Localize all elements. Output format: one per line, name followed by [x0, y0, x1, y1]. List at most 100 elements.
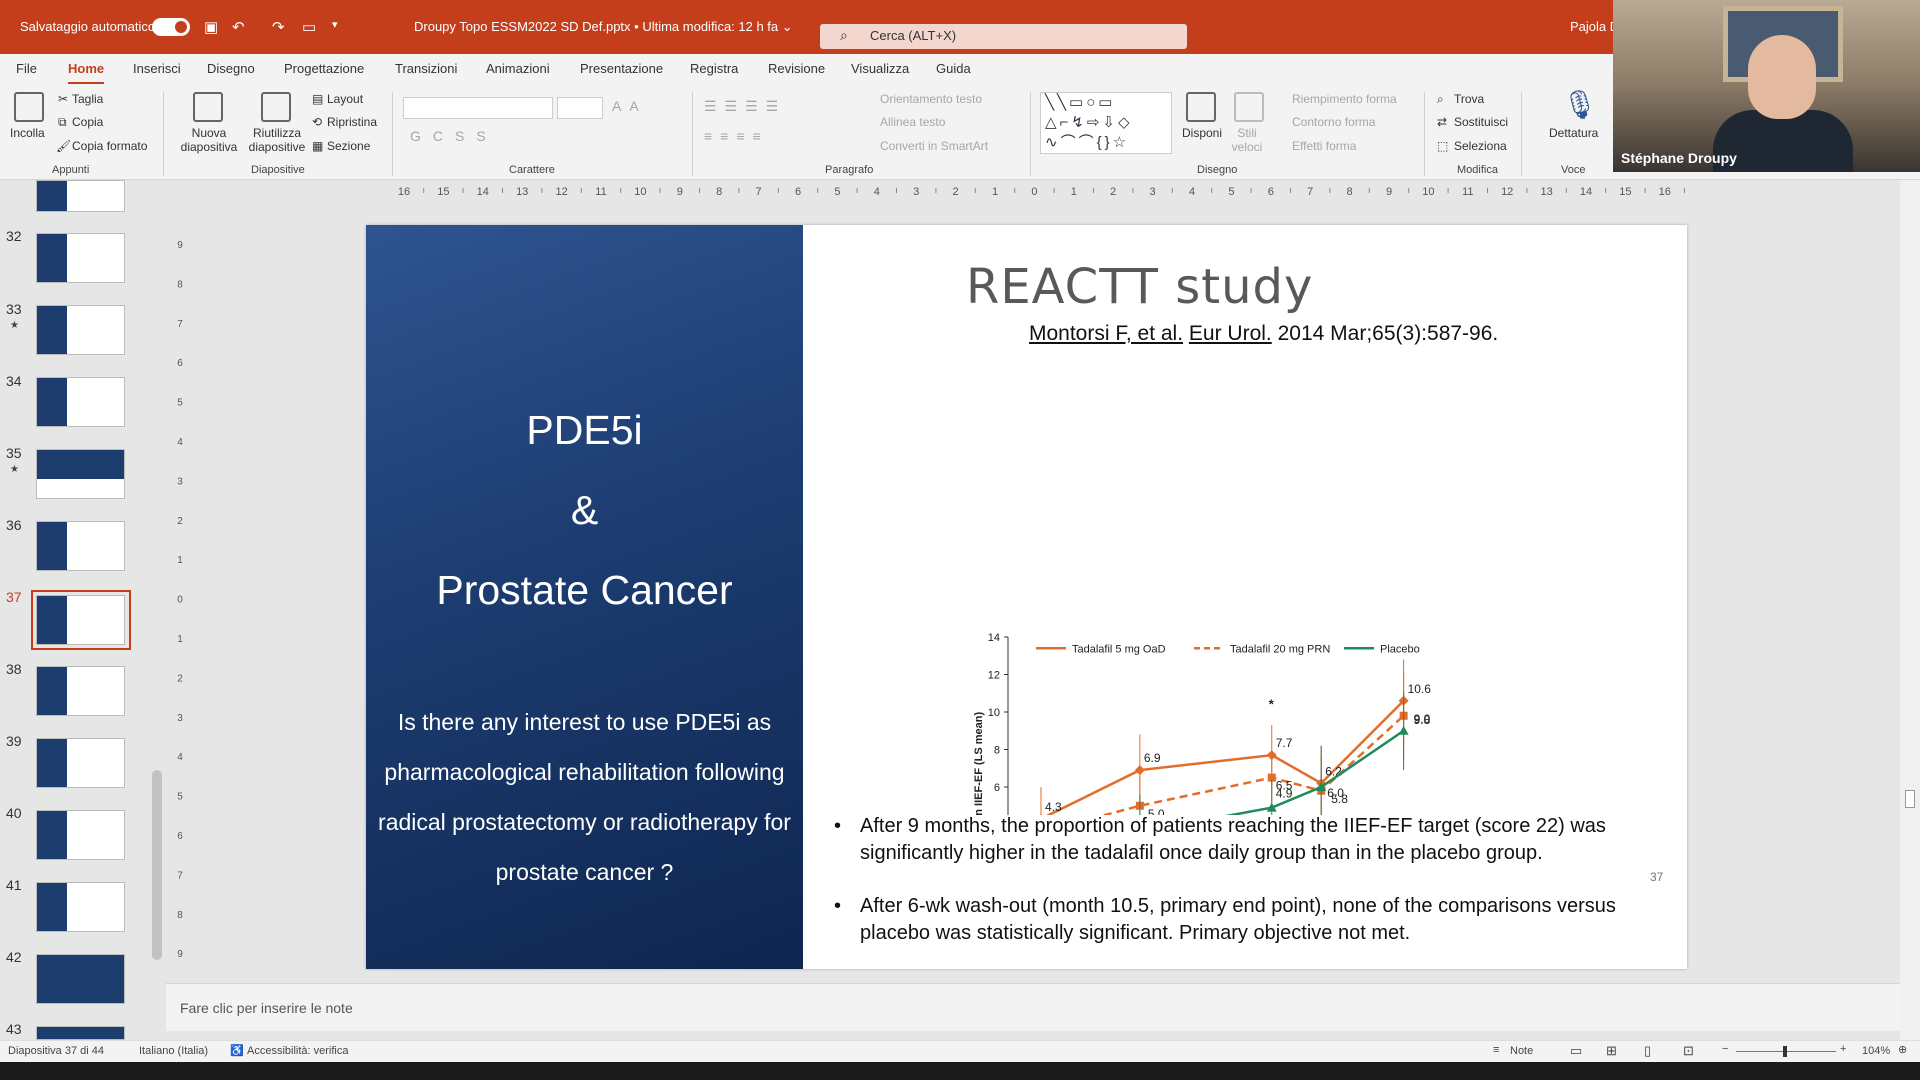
reuse-slides-button[interactable]: Riutilizza diapositive	[248, 126, 306, 154]
format-painter-button[interactable]: Copia formato	[72, 139, 148, 153]
normal-view-icon[interactable]: ▭	[1570, 1043, 1583, 1058]
cut-button[interactable]: Taglia	[72, 92, 104, 106]
slide-thumbnail[interactable]	[36, 377, 125, 427]
slide-thumbnail[interactable]	[36, 738, 125, 788]
reading-view-icon[interactable]: ▯	[1644, 1043, 1652, 1058]
slide-thumbnail[interactable]	[36, 233, 125, 283]
ruler-label: 9	[1386, 186, 1392, 198]
format-painter-icon[interactable]: 🖌	[56, 139, 72, 153]
undo-icon[interactable]: ↶	[232, 19, 245, 36]
notes-toggle[interactable]: Note	[1510, 1045, 1534, 1057]
tab-file[interactable]: File	[16, 61, 37, 76]
present-icon[interactable]: ▭	[302, 19, 317, 36]
arrange-button[interactable]: Disponi	[1182, 126, 1223, 140]
zoom-out-icon[interactable]: −	[1722, 1043, 1729, 1055]
legend-entry: Placebo	[1380, 643, 1420, 655]
new-slide-button[interactable]: Nuova diapositiva	[180, 126, 238, 154]
find-button[interactable]: Trova	[1454, 92, 1485, 106]
reset-icon[interactable]: ⟲	[312, 115, 323, 129]
copy-button[interactable]: Copia	[72, 115, 104, 129]
shapes-gallery[interactable]: ╲╲▭○▭ △⌐↯⇨⇩◇ ∿⌒⌒{}☆	[1040, 92, 1172, 154]
layout-icon[interactable]: ▤	[312, 92, 324, 106]
text-direction-button[interactable]: Orientamento testo	[880, 92, 983, 106]
slide-thumbnail[interactable]	[36, 1026, 125, 1040]
tab-transitions[interactable]: Transizioni	[395, 61, 458, 76]
paste-icon[interactable]	[14, 92, 44, 122]
select-icon[interactable]: ⬚	[1437, 139, 1449, 153]
find-icon[interactable]: ⌕	[1437, 92, 1444, 106]
new-slide-icon[interactable]	[193, 92, 223, 122]
slide-thumbnail[interactable]	[36, 180, 125, 212]
paste-button[interactable]: Incolla	[10, 126, 45, 140]
replace-icon[interactable]: ⇄	[1437, 115, 1448, 129]
arrange-icon[interactable]	[1186, 92, 1216, 122]
scrollbar-thumb[interactable]	[1905, 790, 1915, 808]
section-button[interactable]: Sezione	[327, 139, 371, 153]
slide-thumbnail[interactable]	[36, 666, 125, 716]
tab-draw[interactable]: Disegno	[207, 61, 255, 76]
tab-slideshow[interactable]: Presentazione	[580, 61, 664, 76]
reset-button[interactable]: Ripristina	[327, 115, 378, 129]
zoom-in-icon[interactable]: +	[1840, 1043, 1847, 1055]
copy-icon[interactable]: ⧉	[58, 115, 67, 129]
tab-insert[interactable]: Inserisci	[133, 61, 181, 76]
smartart-button[interactable]: Converti in SmartArt	[880, 139, 989, 153]
zoom-level[interactable]: 104%	[1862, 1045, 1891, 1057]
autosave-toggle[interactable]	[152, 18, 190, 36]
accessibility-check[interactable]: Accessibilità: verifica	[247, 1045, 349, 1057]
align-buttons[interactable]: ≡≡≡≡	[704, 128, 769, 144]
shape-fill-button[interactable]: Riempimento forma	[1292, 92, 1397, 106]
slide-thumbnail-active[interactable]	[36, 595, 125, 645]
language-indicator[interactable]: Italiano (Italia)	[139, 1045, 209, 1057]
tab-record[interactable]: Registra	[690, 61, 739, 76]
zoom-slider-thumb[interactable]	[1783, 1046, 1787, 1057]
fit-slide-icon[interactable]: ⊕	[1898, 1044, 1908, 1056]
slide-left-panel: PDE5i & Prostate Cancer Is there any int…	[366, 225, 803, 969]
ruler-label: 7	[1307, 186, 1313, 198]
cut-icon[interactable]: ✂	[58, 92, 69, 106]
slideshow-view-icon[interactable]: ⊡	[1683, 1043, 1694, 1058]
dictate-button[interactable]: Dettatura	[1549, 126, 1599, 140]
tab-help[interactable]: Guida	[936, 61, 971, 76]
tab-view[interactable]: Visualizza	[851, 61, 910, 76]
shape-effects-button[interactable]: Effetti forma	[1292, 139, 1357, 153]
microphone-icon[interactable]: 🎙	[1562, 89, 1598, 120]
font-size-input[interactable]	[557, 97, 603, 119]
document-title[interactable]: Droupy Topo ESSM2022 SD Def.pptx • Ultim…	[414, 19, 793, 34]
layout-button[interactable]: Layout	[327, 92, 364, 106]
section-icon[interactable]: ▦	[312, 139, 324, 153]
vertical-scrollbar[interactable]	[1900, 180, 1920, 1040]
font-style-buttons[interactable]: GCSS	[410, 128, 498, 144]
slide-thumbnail[interactable]	[36, 810, 125, 860]
quick-styles-icon[interactable]	[1234, 92, 1264, 122]
align-text-button[interactable]: Allinea testo	[880, 115, 946, 129]
tab-review[interactable]: Revisione	[768, 61, 826, 76]
redo-icon[interactable]: ↷	[272, 19, 285, 36]
slide-thumbnail[interactable]	[36, 521, 125, 571]
quick-styles-button[interactable]: Stili veloci	[1231, 126, 1263, 154]
reuse-slides-icon[interactable]	[261, 92, 291, 122]
thumbnail-scrollbar[interactable]	[150, 180, 164, 1040]
font-name-input[interactable]	[403, 97, 553, 119]
sorter-view-icon[interactable]: ⊞	[1606, 1043, 1617, 1058]
tab-home[interactable]: Home	[68, 61, 105, 85]
slide-thumbnail[interactable]	[36, 954, 125, 1004]
replace-button[interactable]: Sostituisci	[1454, 115, 1509, 129]
notes-pane[interactable]: Fare clic per inserire le note	[166, 983, 1906, 1031]
slide-thumbnail[interactable]	[36, 449, 125, 499]
save-icon[interactable]: ▣	[204, 19, 219, 36]
list-buttons[interactable]: ☰☰☰☰	[704, 98, 787, 114]
tab-animations[interactable]: Animazioni	[486, 61, 550, 76]
select-button[interactable]: Seleziona	[1454, 139, 1507, 153]
slide-canvas[interactable]: PDE5i & Prostate Cancer Is there any int…	[366, 225, 1687, 969]
scrollbar-thumb[interactable]	[152, 770, 162, 960]
search-input[interactable]: ⌕ Cerca (ALT+X)	[820, 24, 1187, 49]
tab-design[interactable]: Progettazione	[284, 61, 365, 76]
user-name[interactable]: Pajola D	[1570, 19, 1620, 34]
slide-thumbnail[interactable]	[36, 305, 125, 355]
font-size-buttons[interactable]: AA	[612, 98, 647, 114]
shape-outline-button[interactable]: Contorno forma	[1292, 115, 1376, 129]
slide-number: 41	[6, 877, 22, 893]
slide-thumbnail[interactable]	[36, 882, 125, 932]
customize-qat-icon[interactable]: ▾	[332, 19, 338, 31]
